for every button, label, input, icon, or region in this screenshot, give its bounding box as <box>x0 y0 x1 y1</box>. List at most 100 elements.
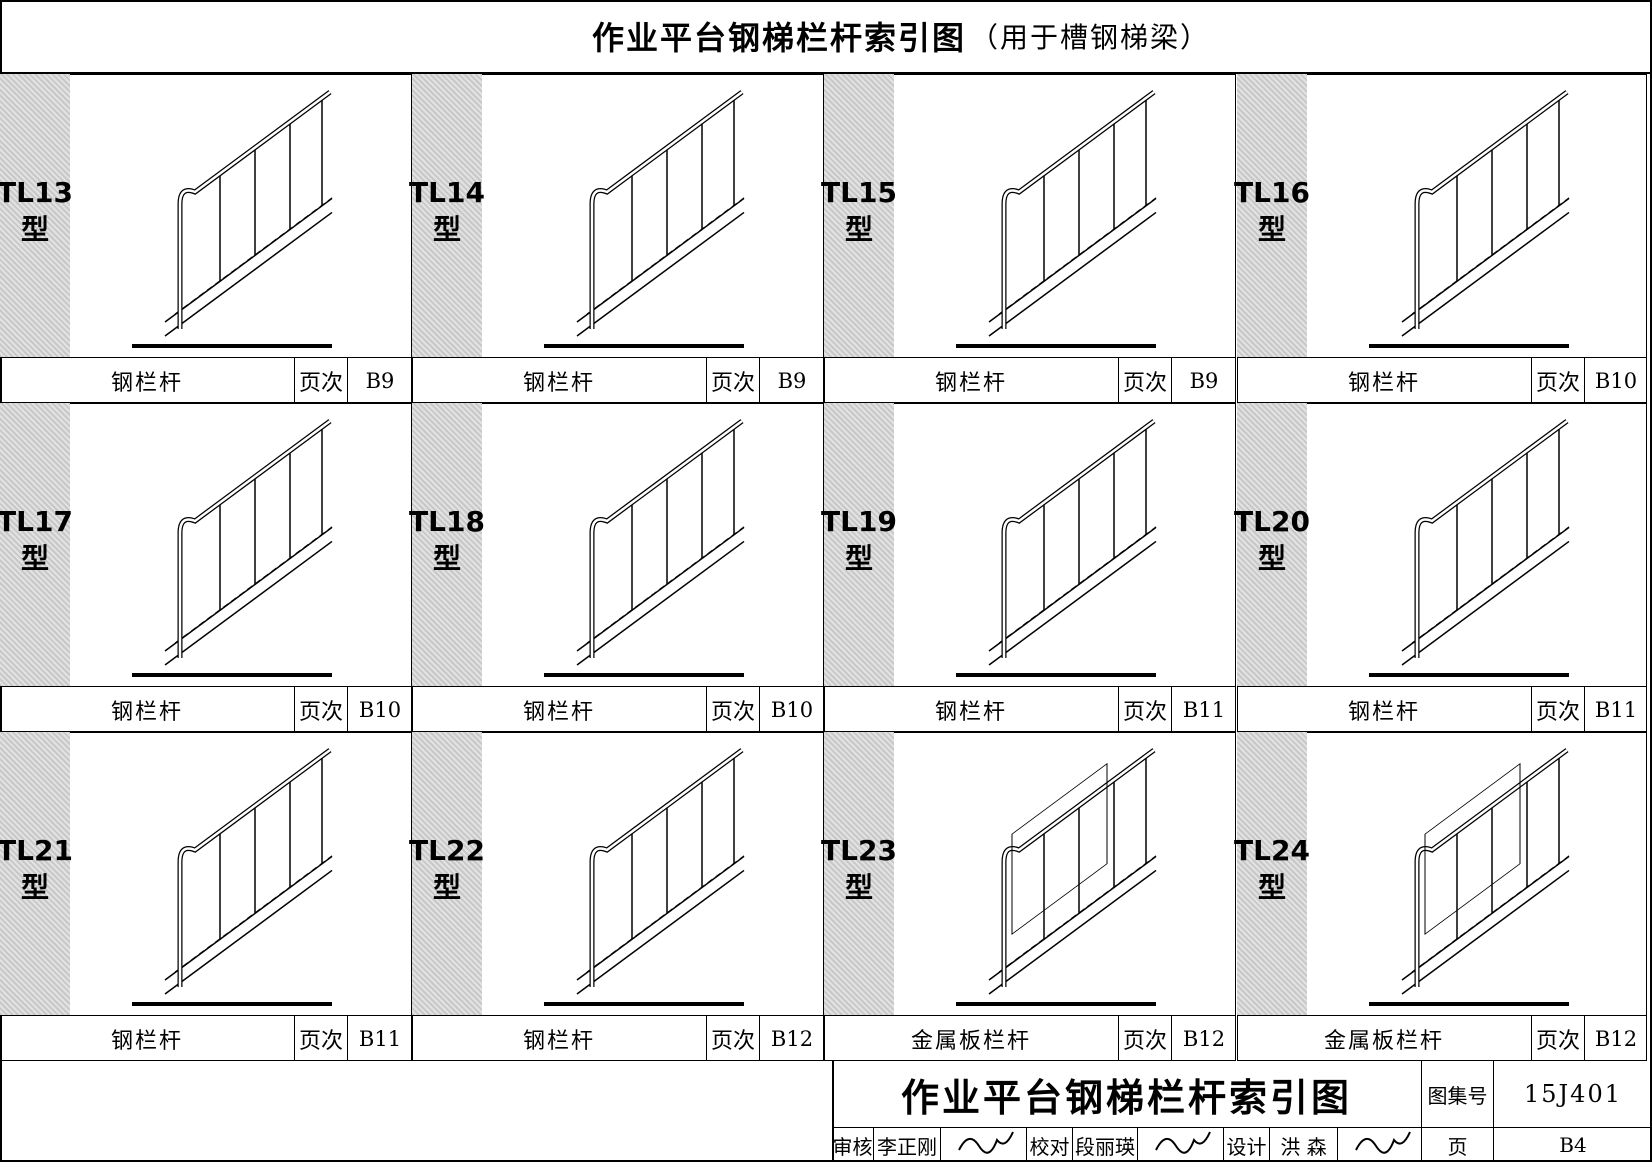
signature-box <box>1338 1128 1422 1162</box>
handrail <box>1002 749 1155 987</box>
type-code: TL15 <box>821 175 897 209</box>
stringer <box>164 869 333 995</box>
label-strip <box>824 74 894 357</box>
label-strip <box>412 732 482 1015</box>
header-title: 作业平台钢梯栏杆索引图 <box>591 19 966 57</box>
type-suffix: 型 <box>20 213 49 246</box>
label-strip <box>0 732 70 1015</box>
stringer <box>988 211 1157 337</box>
type-code: TL24 <box>1234 833 1310 867</box>
stringer <box>1401 869 1570 995</box>
type-suffix: 型 <box>1257 542 1286 575</box>
title-block-field: 校对 <box>1027 1128 1073 1162</box>
signature <box>958 1131 1014 1154</box>
type-code: TL18 <box>409 504 485 538</box>
stringer <box>988 869 1157 995</box>
page-label: 页次 <box>1531 686 1585 732</box>
handrail <box>178 91 331 329</box>
handrail <box>590 420 743 658</box>
type-suffix: 型 <box>1257 213 1286 246</box>
label-strip <box>1237 732 1307 1015</box>
header-subtitle: （用于槽钢梯梁） <box>970 21 1211 54</box>
railing-name: 钢栏杆 <box>412 686 706 732</box>
type-suffix: 型 <box>432 871 461 904</box>
railing-name: 钢栏杆 <box>1237 686 1531 732</box>
signature-box <box>1138 1128 1224 1162</box>
stringer <box>576 869 745 995</box>
type-suffix: 型 <box>844 213 873 246</box>
railing-name: 钢栏杆 <box>412 1015 706 1061</box>
page-number: B12 <box>760 1015 824 1061</box>
page-number: B12 <box>1172 1015 1236 1061</box>
handrail <box>590 91 743 329</box>
railing-name: 金属板栏杆 <box>1237 1015 1531 1061</box>
title-block-field: 段丽瑛 <box>1073 1128 1138 1162</box>
label-strip <box>0 74 70 357</box>
label-strip <box>0 403 70 686</box>
handrail <box>1415 749 1568 987</box>
metal-panel <box>1011 762 1108 935</box>
title-block-field: 洪 森 <box>1270 1128 1338 1162</box>
page-label: 页次 <box>1118 357 1172 403</box>
page-label: 页次 <box>1118 686 1172 732</box>
stringer <box>1401 540 1570 666</box>
signature-box <box>941 1128 1027 1162</box>
type-suffix: 型 <box>1257 871 1286 904</box>
stringer <box>576 211 745 337</box>
stringer <box>576 540 745 666</box>
stringer <box>164 540 333 666</box>
metal-panel <box>1424 762 1521 935</box>
handrail <box>1415 420 1568 658</box>
railing-name: 钢栏杆 <box>0 357 294 403</box>
type-code: TL13 <box>0 175 73 209</box>
title-block-field: B4 <box>1559 1133 1587 1157</box>
type-code: TL16 <box>1234 175 1310 209</box>
title-block-field: 设计 <box>1224 1128 1270 1162</box>
label-strip <box>1237 403 1307 686</box>
step-line <box>174 526 333 644</box>
railing-name: 钢栏杆 <box>0 1015 294 1061</box>
step-line <box>1411 526 1570 644</box>
page-label: 页次 <box>294 1015 348 1061</box>
label-strip <box>1237 74 1307 357</box>
page-label: 页次 <box>1531 1015 1585 1061</box>
page-label: 页次 <box>294 686 348 732</box>
type-suffix: 型 <box>432 213 461 246</box>
step-line <box>1411 197 1570 315</box>
railing-name: 钢栏杆 <box>824 357 1118 403</box>
type-suffix: 型 <box>432 542 461 575</box>
label-strip <box>412 403 482 686</box>
step-line <box>998 526 1157 644</box>
page-number: B9 <box>1172 357 1236 403</box>
type-code: TL23 <box>821 833 897 867</box>
step-line <box>586 197 745 315</box>
atlas-label: 图集号 <box>1422 1061 1494 1128</box>
page-label: 页次 <box>1531 357 1585 403</box>
page-number: B12 <box>1585 1015 1647 1061</box>
page-number: B9 <box>760 357 824 403</box>
step-line <box>586 855 745 973</box>
handrail <box>178 420 331 658</box>
page-label: 页次 <box>1118 1015 1172 1061</box>
type-suffix: 型 <box>20 542 49 575</box>
page-label: 页次 <box>294 357 348 403</box>
page-label: 页次 <box>706 357 760 403</box>
handrail <box>590 749 743 987</box>
type-code: TL14 <box>409 175 485 209</box>
railing-name: 钢栏杆 <box>412 357 706 403</box>
step-line <box>998 855 1157 973</box>
handrail <box>178 749 331 987</box>
page-number: B10 <box>1585 357 1647 403</box>
header: 作业平台钢梯栏杆索引图 （用于槽钢梯梁） <box>0 0 1652 74</box>
type-suffix: 型 <box>20 871 49 904</box>
type-code: TL22 <box>409 833 485 867</box>
signature <box>1355 1131 1411 1154</box>
type-code: TL21 <box>0 833 73 867</box>
type-suffix: 型 <box>844 871 873 904</box>
page-label: 页次 <box>706 1015 760 1061</box>
handrail <box>1002 91 1155 329</box>
page-number: B9 <box>348 357 412 403</box>
railing-name: 钢栏杆 <box>1237 357 1531 403</box>
